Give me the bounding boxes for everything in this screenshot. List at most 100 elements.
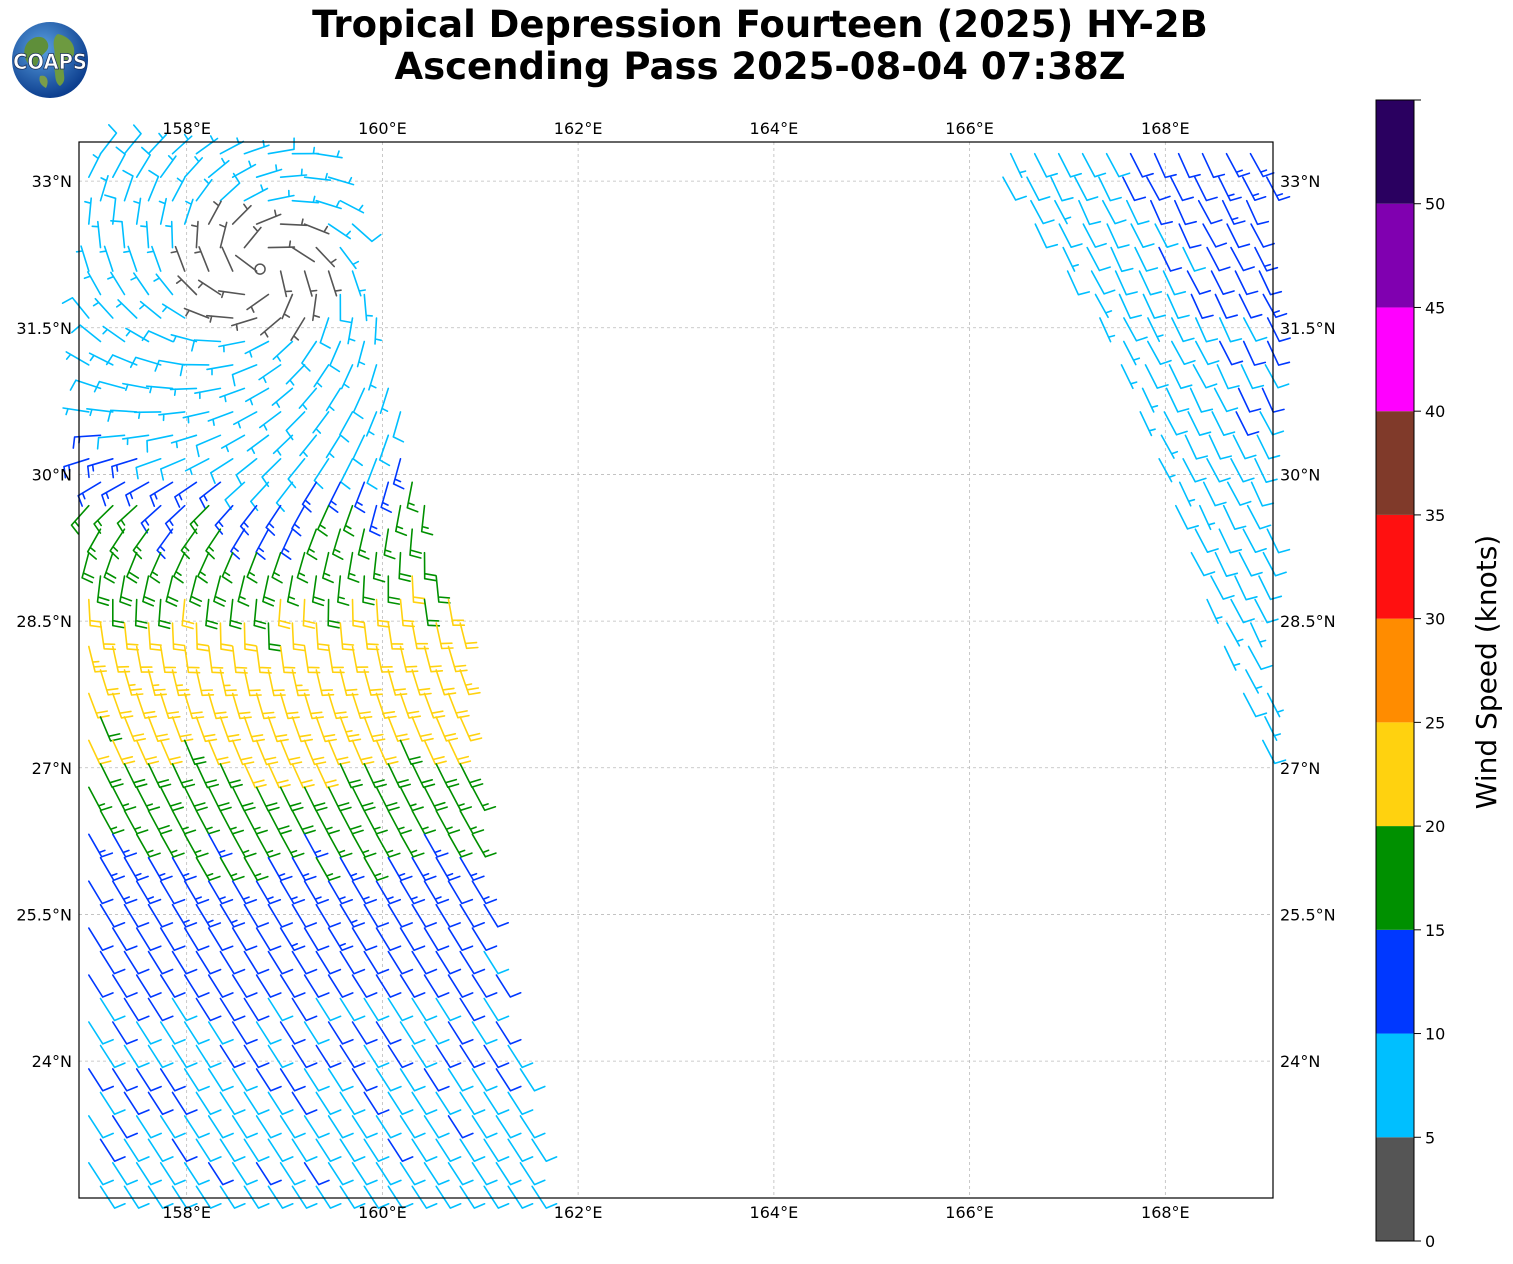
wind-barb	[207, 739, 231, 766]
wind-barb	[411, 1185, 438, 1209]
wind-barb	[231, 880, 258, 905]
wind-barb	[91, 220, 102, 249]
wind-barb	[435, 763, 460, 788]
wind-barb	[179, 363, 210, 377]
wind-barb	[411, 856, 437, 881]
wind-barb	[471, 1115, 498, 1139]
wind-barb	[1066, 270, 1091, 296]
wind-barb	[125, 327, 150, 343]
wind-barb	[1094, 293, 1113, 319]
wind-barb	[459, 622, 479, 650]
wind-barb	[229, 598, 242, 630]
wind-barb	[435, 810, 461, 835]
wind-barb	[99, 1138, 126, 1162]
wind-barb	[363, 1138, 390, 1162]
wind-barb	[1120, 364, 1138, 390]
wind-barb	[1138, 270, 1163, 296]
lon-tick-label-top: 158°E	[162, 119, 211, 138]
wind-barb	[165, 575, 179, 607]
wind-barb	[411, 950, 438, 975]
wind-barb	[88, 974, 114, 998]
wind-barb	[112, 739, 136, 765]
wind-barb	[351, 927, 378, 952]
wind-barb	[194, 387, 222, 400]
wind-barb	[411, 716, 434, 742]
wind-barb	[291, 997, 318, 1022]
wind-barb	[291, 1138, 318, 1162]
wind-barb	[1264, 364, 1290, 389]
wind-barb	[170, 434, 198, 449]
wind-barb	[280, 528, 294, 560]
wind-barb	[291, 504, 306, 537]
wind-barb	[459, 997, 486, 1022]
wind-barb	[88, 833, 114, 858]
wind-barb	[351, 223, 382, 243]
wind-barb	[219, 387, 246, 403]
wind-barb	[507, 1138, 534, 1162]
wind-barb	[159, 1068, 186, 1092]
wind-barb	[171, 176, 186, 202]
wind-barb	[99, 1091, 126, 1116]
wind-barb	[285, 411, 306, 441]
wind-barb	[158, 411, 186, 422]
wind-barb	[1201, 152, 1226, 179]
wind-barb	[1256, 434, 1281, 460]
wind-barb	[435, 622, 454, 650]
wind-barb	[88, 880, 114, 905]
lon-tick-label-top: 168°E	[1141, 119, 1190, 138]
wind-barb	[112, 927, 138, 951]
wind-barb	[1129, 152, 1154, 178]
lat-tick-label-right: 24°N	[1280, 1052, 1320, 1071]
wind-barb	[231, 1115, 258, 1139]
wind-barb	[272, 434, 294, 456]
lon-tick-labels-top: 158°E 160°E 162°E 164°E 166°E 168°E	[162, 119, 1189, 138]
wind-barb	[110, 220, 126, 249]
wind-barb	[231, 927, 258, 952]
wind-barb	[171, 997, 198, 1022]
wind-barb	[159, 974, 186, 998]
wind-barb	[447, 1162, 474, 1186]
wind-barb	[1230, 246, 1255, 272]
wind-barb	[395, 504, 408, 537]
wind-barb	[399, 645, 419, 673]
wind-barb	[447, 833, 473, 858]
wind-barb	[1206, 458, 1231, 483]
wind-barb	[519, 1162, 546, 1186]
wind-barb	[303, 223, 330, 235]
wind-barb	[135, 1021, 162, 1045]
wind-barb	[88, 153, 102, 178]
wind-barb	[459, 903, 485, 928]
wind-barb	[363, 622, 380, 651]
wind-barb	[277, 598, 291, 630]
colorbar-tick-label: 30	[1425, 610, 1445, 629]
wind-barb	[1234, 270, 1259, 296]
wind-barb	[327, 786, 352, 812]
wind-barb	[351, 786, 376, 812]
wind-barb	[99, 622, 117, 651]
wind-barb	[123, 856, 149, 881]
wind-barb	[435, 1185, 462, 1209]
wind-barb	[99, 997, 126, 1022]
lat-tick-label-right: 28.5°N	[1280, 612, 1336, 631]
wind-barb	[459, 950, 486, 975]
wind-barb	[231, 833, 257, 858]
wind-barb	[447, 927, 474, 951]
lon-tick-label-bottom: 164°E	[750, 1203, 799, 1222]
wind-barb	[375, 974, 402, 998]
wind-barb	[1237, 387, 1262, 413]
wind-barb	[88, 1021, 114, 1045]
wind-barb	[332, 528, 344, 560]
wind-barb	[267, 997, 294, 1022]
wind-barb	[195, 997, 222, 1022]
wind-barb	[347, 551, 360, 583]
wind-barb	[279, 927, 306, 952]
wind-barb	[122, 169, 134, 202]
wind-barb	[147, 716, 170, 742]
wind-barb	[312, 411, 330, 434]
wind-barb	[1194, 528, 1219, 553]
wind-barb	[447, 1115, 474, 1139]
wind-barb	[183, 645, 201, 674]
wind-barb	[435, 1091, 462, 1116]
wind-barb	[135, 1068, 162, 1092]
